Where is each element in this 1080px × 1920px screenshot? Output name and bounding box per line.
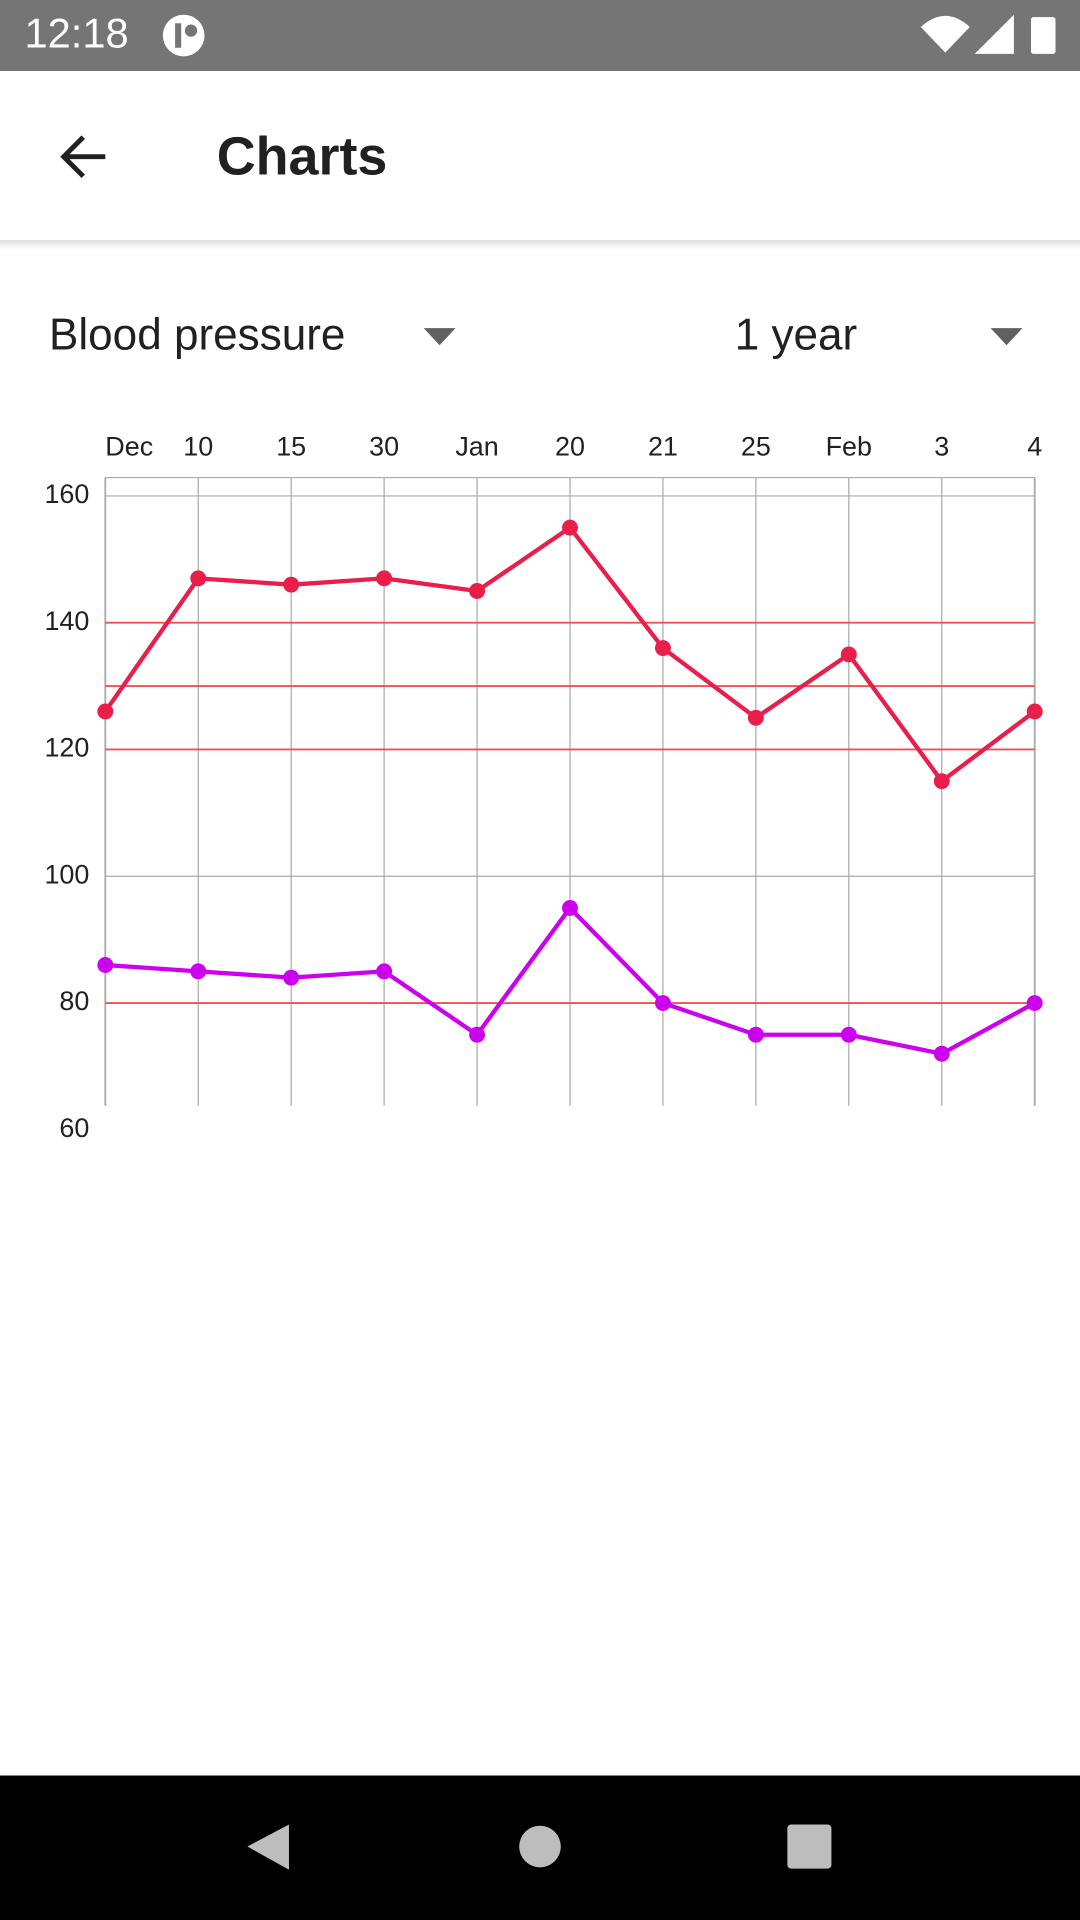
data-point bbox=[469, 1026, 486, 1043]
y-tick-label: 80 bbox=[59, 986, 89, 1016]
period-dropdown[interactable]: 1 year bbox=[735, 311, 858, 360]
status-icon-detail bbox=[184, 24, 198, 37]
nav-back[interactable] bbox=[247, 1824, 289, 1870]
data-point bbox=[654, 995, 671, 1011]
metric-dropdown[interactable]: Blood pressure bbox=[49, 311, 345, 360]
status-time: 12:18 bbox=[24, 10, 128, 57]
data-point bbox=[747, 1026, 764, 1043]
x-tick-label: 25 bbox=[741, 431, 771, 461]
data-point bbox=[1026, 703, 1043, 720]
data-point bbox=[283, 969, 300, 986]
x-tick-label: 20 bbox=[555, 431, 585, 461]
data-point bbox=[747, 709, 764, 726]
x-tick-label: 4 bbox=[1027, 431, 1042, 461]
status-icon bbox=[162, 14, 205, 57]
data-point bbox=[190, 963, 207, 980]
data-point bbox=[562, 899, 578, 916]
wifi-icon bbox=[920, 15, 970, 53]
battery-icon bbox=[1031, 17, 1056, 54]
x-tick-label: Feb bbox=[826, 431, 872, 461]
y-tick-label: 60 bbox=[59, 1113, 89, 1143]
app-bar bbox=[0, 71, 1080, 240]
data-point bbox=[97, 957, 114, 973]
data-point bbox=[840, 1026, 857, 1043]
y-tick-label: 100 bbox=[44, 859, 89, 889]
chart: 60 80 100 120 140 160 Dec 10 15 30 Jan 20 21 25 Feb 3 4 bbox=[44, 431, 1043, 1143]
x-tick-label: 30 bbox=[369, 431, 399, 461]
data-point bbox=[190, 570, 207, 587]
status-bar bbox=[0, 0, 1080, 72]
status-icon-detail bbox=[175, 23, 182, 48]
data-point bbox=[654, 640, 671, 657]
data-point bbox=[933, 773, 950, 790]
data-point bbox=[933, 1045, 950, 1062]
nav-recents[interactable] bbox=[787, 1824, 832, 1869]
data-point bbox=[1026, 995, 1043, 1011]
app-bar-shadow bbox=[0, 240, 1080, 250]
x-tick-label: 10 bbox=[183, 431, 213, 461]
data-point bbox=[376, 963, 393, 980]
x-tick-label: 15 bbox=[276, 431, 306, 461]
data-point bbox=[840, 646, 857, 663]
dropdown-arrow[interactable] bbox=[990, 328, 1023, 346]
y-tick-label: 160 bbox=[44, 479, 89, 509]
nav-home[interactable] bbox=[519, 1825, 561, 1868]
dropdown-arrow[interactable] bbox=[423, 328, 456, 346]
y-tick-label: 140 bbox=[44, 606, 89, 636]
data-point bbox=[97, 703, 114, 720]
data-point bbox=[469, 583, 486, 599]
x-tick-label: Jan bbox=[455, 431, 498, 461]
data-point bbox=[376, 570, 393, 587]
x-tick-label: 21 bbox=[648, 431, 678, 461]
y-tick-label: 120 bbox=[44, 733, 89, 763]
data-point bbox=[283, 576, 300, 593]
data-point bbox=[562, 519, 578, 536]
app-bar-title: Charts bbox=[217, 127, 388, 187]
back-button[interactable] bbox=[60, 135, 106, 179]
x-tick-label: Dec bbox=[105, 431, 153, 461]
x-tick-label: 3 bbox=[934, 431, 949, 461]
